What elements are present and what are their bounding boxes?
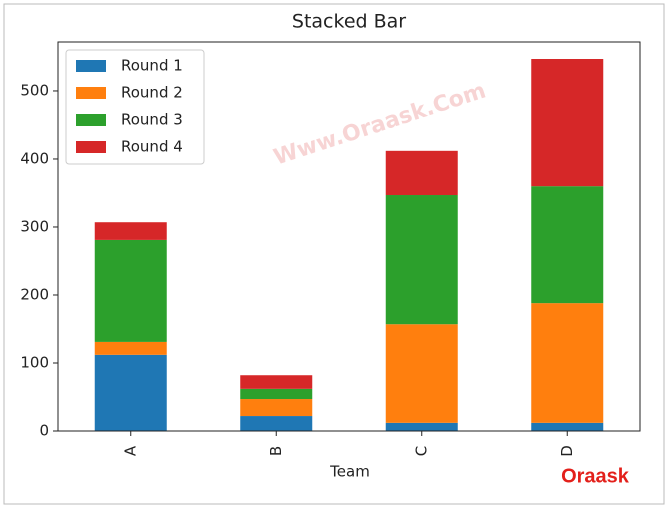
bar-segment [385, 422, 458, 431]
bar-segment [94, 239, 167, 342]
y-tick-label: 500 [20, 81, 49, 99]
x-tick-label: D [558, 445, 576, 457]
bar-segment [240, 375, 313, 389]
legend-box [65, 49, 205, 165]
y-tick-label: 200 [20, 285, 49, 303]
legend-swatch [76, 60, 106, 72]
legend-swatch [76, 114, 106, 126]
x-axis-label: Team [329, 463, 370, 481]
bar-segment [385, 195, 458, 325]
bar-segment [240, 416, 313, 431]
legend-swatch [76, 141, 106, 153]
bar-segment [94, 354, 167, 431]
chart-title: Stacked Bar [292, 11, 406, 33]
bar-segment [240, 388, 313, 400]
plot-frame [57, 41, 641, 432]
legend-label: Round 1 [121, 57, 183, 75]
x-tick-label: C [412, 446, 430, 456]
bar-segment [385, 324, 458, 423]
x-tick-label: A [121, 445, 139, 456]
bar-segment [531, 303, 604, 423]
legend-swatch [76, 87, 106, 99]
bar-segment [94, 222, 167, 240]
bar-segment [531, 186, 604, 304]
legend-label: Round 2 [121, 84, 183, 102]
legend-label: Round 4 [121, 138, 183, 156]
y-tick-label: 400 [20, 149, 49, 167]
y-tick-label: 300 [20, 217, 49, 235]
x-tick-label: B [267, 446, 285, 456]
bar-segment [531, 422, 604, 431]
bar-segment [531, 59, 604, 187]
y-tick-label: 0 [39, 422, 49, 440]
logo: Oraask [561, 465, 630, 487]
bar-segment [385, 150, 458, 196]
bar-segment [94, 341, 167, 355]
bar-segment [240, 399, 313, 417]
y-tick-label: 100 [20, 353, 49, 371]
legend-label: Round 3 [121, 111, 183, 129]
